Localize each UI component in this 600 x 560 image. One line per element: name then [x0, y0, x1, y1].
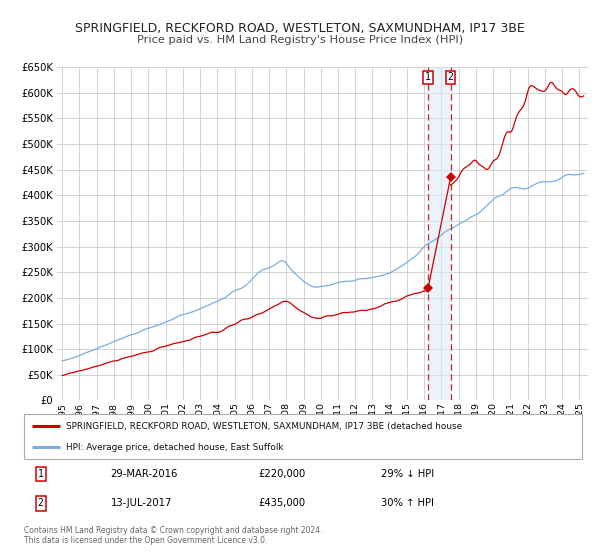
FancyBboxPatch shape: [24, 414, 582, 459]
Bar: [428, 67, 451, 400]
Text: HPI: Average price, detached house, East Suffolk: HPI: Average price, detached house, East…: [66, 442, 283, 451]
Text: 30% ↑ HPI: 30% ↑ HPI: [381, 498, 434, 508]
Text: Contains HM Land Registry data © Crown copyright and database right 2024.: Contains HM Land Registry data © Crown c…: [24, 526, 323, 535]
Text: 1: 1: [38, 469, 44, 479]
Text: 29-MAR-2016: 29-MAR-2016: [110, 469, 178, 479]
Text: £435,000: £435,000: [259, 498, 305, 508]
Text: 1: 1: [425, 72, 431, 82]
Text: 2: 2: [38, 498, 44, 508]
Text: SPRINGFIELD, RECKFORD ROAD, WESTLETON, SAXMUNDHAM, IP17 3BE: SPRINGFIELD, RECKFORD ROAD, WESTLETON, S…: [75, 22, 525, 35]
Text: £220,000: £220,000: [259, 469, 305, 479]
Text: Price paid vs. HM Land Registry's House Price Index (HPI): Price paid vs. HM Land Registry's House …: [137, 35, 463, 45]
Text: SPRINGFIELD, RECKFORD ROAD, WESTLETON, SAXMUNDHAM, IP17 3BE (detached house: SPRINGFIELD, RECKFORD ROAD, WESTLETON, S…: [66, 422, 462, 431]
Text: 29% ↓ HPI: 29% ↓ HPI: [381, 469, 434, 479]
Text: 13-JUL-2017: 13-JUL-2017: [110, 498, 172, 508]
Text: This data is licensed under the Open Government Licence v3.0.: This data is licensed under the Open Gov…: [24, 536, 268, 545]
Text: 2: 2: [448, 72, 454, 82]
